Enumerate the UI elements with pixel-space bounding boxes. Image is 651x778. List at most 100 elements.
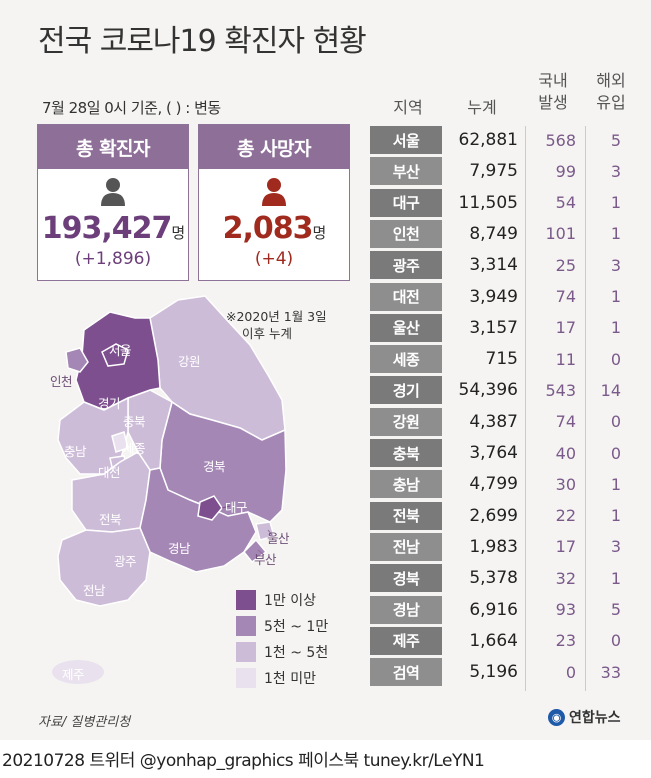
person-icon [262, 178, 286, 206]
domestic-cell: 30 [555, 474, 576, 494]
table-row: 경북 5,378 32 1 [370, 564, 630, 593]
total-deaths-change: (+4) [254, 249, 294, 269]
table-row: 대구 11,505 54 1 [370, 188, 630, 217]
region-cell: 경기 [370, 376, 442, 405]
region-cell: 대전 [370, 282, 442, 311]
overseas-cell: 1 [610, 287, 621, 306]
domestic-cell: 568 [545, 130, 576, 150]
header-domestic: 국내 발생 [538, 71, 568, 112]
cumulative-cell: 4,799 [469, 474, 518, 495]
map-label-chungnam: 충남 [64, 444, 87, 459]
map-label-gangwon: 강원 [178, 354, 201, 369]
overseas-cell: 1 [610, 474, 621, 494]
domestic-cell: 40 [555, 443, 576, 463]
column-divider [525, 126, 526, 691]
cumulative-cell: 7,975 [469, 161, 518, 182]
table-row: 강원 4,387 74 0 [370, 407, 630, 436]
region-cell: 서울 [370, 126, 442, 154]
cumulative-cell: 5,196 [469, 662, 518, 683]
cumulative-cell: 1,664 [469, 630, 518, 651]
source-credit: 자료/ 질병관리청 [38, 715, 131, 730]
map-label-gyeonggi: 경기 [98, 396, 121, 411]
table-row: 전북 2,699 22 1 [370, 501, 630, 530]
map-label-ulsan: 울산 [267, 531, 290, 546]
header-cumulative: 누계 [467, 98, 497, 117]
brand-logo: ◉ 연합뉴스 [548, 707, 621, 727]
cumulative-cell: 54,396 [458, 380, 518, 401]
region-cell: 경북 [370, 564, 442, 593]
overseas-cell: 5 [610, 130, 621, 150]
region-cell: 울산 [370, 313, 442, 342]
footer-credit: 20210728 트위터 @yonhap_graphics 페이스북 tuney… [2, 751, 485, 771]
korea-map [52, 295, 287, 684]
region-cell: 세종 [370, 345, 442, 374]
legend-swatch [236, 642, 256, 662]
table-row: 충남 4,799 30 1 [370, 470, 630, 499]
domestic-cell: 11 [555, 349, 576, 369]
region-ulsan [255, 521, 275, 541]
table-row: 광주 3,314 25 3 [370, 251, 630, 280]
column-divider [585, 126, 586, 691]
total-confirmed-label: 총 확진자 [38, 125, 188, 169]
overseas-cell: 1 [610, 224, 621, 244]
domestic-cell: 17 [555, 318, 576, 338]
table-row: 충북 3,764 40 0 [370, 439, 630, 467]
legend-item: 1천 ~ 5천 [236, 642, 328, 662]
total-confirmed-box: 총 확진자 193,427명 (+1,896) [37, 124, 189, 281]
cumulative-cell: 715 [485, 349, 518, 370]
total-deaths-box: 총 사망자 2,083명 (+4) [198, 124, 350, 281]
overseas-cell: 1 [610, 318, 621, 338]
region-cell: 인천 [370, 219, 442, 248]
cumulative-cell: 1,983 [469, 536, 518, 557]
legend-item: 5천 ~ 1만 [236, 616, 328, 636]
cumulative-note: ※2020년 1월 3일 이후 누계 [226, 309, 327, 341]
region-jeju [52, 660, 104, 684]
person-icon [101, 178, 125, 206]
map-label-chungbuk: 충북 [123, 414, 146, 429]
domestic-cell: 74 [555, 287, 576, 306]
region-busan [242, 538, 268, 564]
region-cell: 강원 [370, 407, 442, 436]
domestic-cell: 54 [555, 193, 576, 213]
map-label-jeonbuk: 전북 [99, 512, 122, 527]
region-seoul [101, 343, 129, 367]
overseas-cell: 14 [600, 380, 621, 400]
legend-swatch [236, 668, 256, 688]
region-cell: 부산 [370, 157, 442, 186]
map-label-incheon: 인천 [50, 374, 73, 389]
table-row: 서울 62,881 568 5 [370, 126, 630, 154]
header-overseas: 해외 유입 [596, 71, 626, 112]
yonhap-logo-icon: ◉ [548, 708, 565, 726]
table-row: 검역 5,196 0 33 [370, 658, 630, 687]
map-label-busan: 부산 [254, 552, 277, 567]
region-incheon [65, 347, 89, 373]
total-deaths-value: 2,083명 [222, 211, 327, 246]
cumulative-cell: 3,314 [469, 255, 518, 276]
overseas-cell: 1 [610, 506, 621, 526]
region-sejong [111, 431, 129, 453]
cumulative-cell: 62,881 [458, 130, 518, 150]
as-of-note: 7월 28일 0시 기준, ( ) : 변동 [42, 99, 221, 117]
region-cell: 대구 [370, 188, 442, 217]
region-cell: 전북 [370, 501, 442, 530]
overseas-cell: 0 [610, 631, 621, 651]
map-label-gyeongnam: 경남 [168, 541, 191, 556]
region-cell: 충남 [370, 470, 442, 499]
total-confirmed-value: 193,427명 [41, 211, 185, 246]
overseas-cell: 33 [600, 662, 621, 682]
region-cell: 경남 [370, 595, 442, 624]
map-label-gwangju: 광주 [114, 554, 137, 569]
cumulative-cell: 3,764 [469, 443, 518, 463]
overseas-cell: 0 [610, 412, 621, 432]
map-label-sejong: 세종 [123, 441, 146, 456]
legend-item: 1만 이상 [236, 590, 316, 610]
table-row: 대전 3,949 74 1 [370, 282, 630, 311]
cumulative-cell: 5,378 [469, 568, 518, 589]
legend-item: 1천 미만 [236, 668, 316, 688]
overseas-cell: 0 [610, 443, 621, 463]
overseas-cell: 3 [610, 161, 621, 181]
region-jeonnam [57, 527, 151, 607]
domestic-cell: 101 [545, 224, 576, 244]
table-row: 세종 715 11 0 [370, 345, 630, 374]
region-daegu [197, 495, 223, 521]
